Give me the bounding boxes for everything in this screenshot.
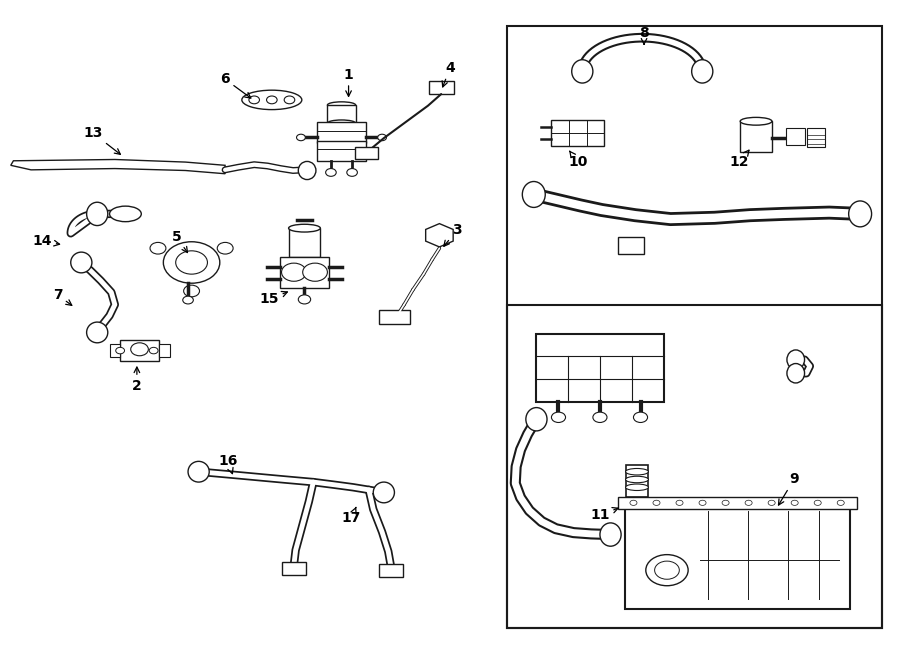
Ellipse shape (526, 408, 547, 431)
Circle shape (298, 295, 310, 304)
Text: 7: 7 (53, 288, 72, 305)
Ellipse shape (740, 118, 772, 125)
Ellipse shape (522, 182, 545, 208)
Circle shape (768, 500, 775, 506)
Circle shape (302, 263, 328, 282)
Circle shape (184, 285, 200, 297)
Bar (807, 128, 824, 147)
Circle shape (653, 500, 660, 506)
Ellipse shape (328, 120, 356, 126)
Circle shape (296, 134, 305, 141)
Ellipse shape (242, 90, 302, 110)
Circle shape (346, 169, 357, 176)
Ellipse shape (626, 469, 648, 475)
Ellipse shape (849, 201, 871, 227)
Polygon shape (11, 159, 225, 174)
Circle shape (378, 134, 386, 141)
Circle shape (249, 96, 259, 104)
Circle shape (150, 243, 166, 254)
Bar (508, 26, 882, 629)
Bar (289, 228, 320, 257)
Circle shape (284, 96, 295, 104)
Ellipse shape (572, 59, 593, 83)
FancyBboxPatch shape (282, 563, 306, 575)
Circle shape (552, 412, 565, 422)
Circle shape (722, 500, 729, 506)
Circle shape (164, 242, 220, 283)
Ellipse shape (289, 224, 320, 232)
Text: 14: 14 (32, 234, 59, 248)
Circle shape (814, 500, 821, 506)
Circle shape (699, 500, 707, 506)
Circle shape (634, 412, 648, 422)
Text: 1: 1 (344, 67, 354, 97)
Ellipse shape (86, 202, 108, 225)
Circle shape (266, 96, 277, 104)
Text: 8: 8 (639, 26, 649, 44)
Text: 5: 5 (172, 229, 187, 253)
Circle shape (630, 500, 637, 506)
FancyBboxPatch shape (355, 147, 378, 159)
Text: 2: 2 (132, 367, 142, 393)
FancyBboxPatch shape (379, 564, 403, 576)
Bar (120, 340, 159, 361)
Ellipse shape (600, 523, 621, 546)
Ellipse shape (626, 476, 648, 483)
Text: 4: 4 (442, 61, 454, 87)
Bar (536, 334, 664, 402)
Bar (626, 465, 648, 497)
Circle shape (745, 500, 752, 506)
Text: 3: 3 (444, 223, 462, 247)
Circle shape (646, 555, 688, 586)
Bar (740, 121, 772, 153)
Ellipse shape (787, 364, 805, 383)
Text: 13: 13 (83, 126, 121, 154)
Bar (110, 344, 120, 357)
Circle shape (837, 500, 844, 506)
Ellipse shape (86, 322, 108, 343)
Bar (317, 122, 366, 143)
Ellipse shape (298, 161, 316, 180)
Bar (328, 105, 356, 123)
Circle shape (149, 347, 158, 354)
FancyBboxPatch shape (379, 310, 410, 324)
Ellipse shape (188, 461, 209, 482)
Text: 10: 10 (568, 151, 588, 169)
Bar (786, 128, 806, 145)
Ellipse shape (787, 350, 805, 369)
Text: 16: 16 (218, 454, 238, 474)
Circle shape (116, 347, 124, 354)
Ellipse shape (626, 484, 648, 490)
Circle shape (326, 169, 337, 176)
Bar (280, 256, 329, 288)
Ellipse shape (692, 59, 713, 83)
Bar (317, 141, 366, 161)
Text: 12: 12 (730, 150, 749, 169)
Bar (552, 120, 605, 146)
Bar (625, 499, 850, 609)
Circle shape (791, 500, 798, 506)
Circle shape (654, 561, 680, 579)
Circle shape (676, 500, 683, 506)
Bar (159, 344, 169, 357)
Text: 15: 15 (259, 292, 287, 307)
Circle shape (217, 243, 233, 254)
Ellipse shape (374, 482, 394, 503)
Text: 6: 6 (220, 72, 251, 98)
FancyBboxPatch shape (428, 81, 454, 94)
Text: 17: 17 (341, 507, 361, 525)
Circle shape (593, 412, 607, 422)
Ellipse shape (110, 206, 141, 221)
Circle shape (282, 263, 306, 282)
Ellipse shape (328, 102, 356, 108)
Bar (617, 497, 857, 509)
Circle shape (130, 343, 148, 356)
Text: 11: 11 (590, 508, 618, 522)
Text: 9: 9 (778, 473, 799, 505)
Circle shape (183, 296, 194, 304)
Bar (508, 305, 882, 629)
Ellipse shape (71, 252, 92, 273)
Circle shape (176, 251, 207, 274)
Bar (617, 237, 644, 254)
